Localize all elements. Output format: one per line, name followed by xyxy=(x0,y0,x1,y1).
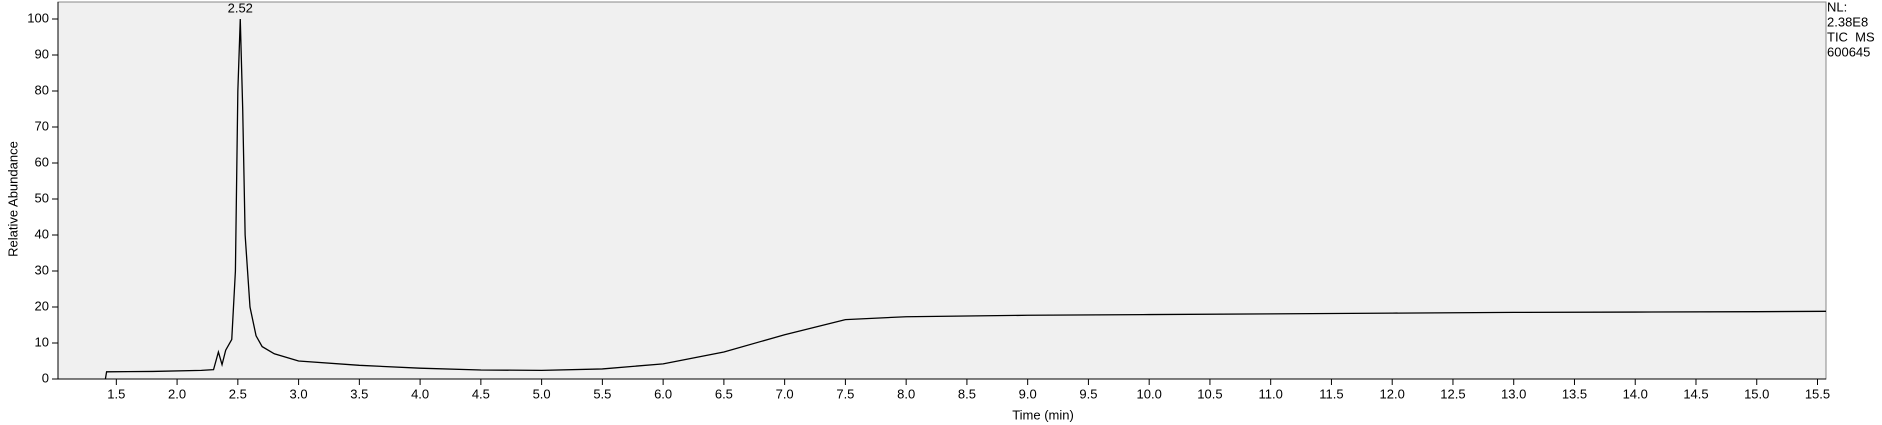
y-tick-label: 70 xyxy=(35,118,49,133)
x-tick-label: 5.0 xyxy=(533,386,551,401)
x-tick-label: 12.0 xyxy=(1380,386,1405,401)
x-tick-label: 8.5 xyxy=(958,386,976,401)
x-tick-label: 14.5 xyxy=(1683,386,1708,401)
side-label: 2.38E8 xyxy=(1827,14,1868,29)
x-tick-label: 3.0 xyxy=(290,386,308,401)
x-tick-label: 9.5 xyxy=(1079,386,1097,401)
y-tick-label: 100 xyxy=(27,10,49,25)
x-tick-label: 11.0 xyxy=(1259,386,1283,401)
x-tick-label: 10.0 xyxy=(1137,386,1162,401)
x-tick-label: 8.0 xyxy=(897,386,915,401)
side-label: 600645 xyxy=(1827,44,1870,59)
peak-label: 2.52 xyxy=(228,0,253,15)
x-tick-label: 2.0 xyxy=(168,386,186,401)
x-tick-label: 13.0 xyxy=(1501,386,1526,401)
x-tick-label: 9.0 xyxy=(1019,386,1037,401)
y-tick-label: 50 xyxy=(35,190,49,205)
x-tick-label: 4.5 xyxy=(472,386,490,401)
x-tick-label: 1.5 xyxy=(107,386,125,401)
x-tick-label: 2.5 xyxy=(229,386,247,401)
x-tick-label: 12.5 xyxy=(1440,386,1465,401)
x-tick-label: 4.0 xyxy=(411,386,429,401)
y-tick-label: 40 xyxy=(35,226,49,241)
y-tick-label: 10 xyxy=(35,334,49,349)
x-tick-label: 14.0 xyxy=(1623,386,1648,401)
y-tick-label: 20 xyxy=(35,298,49,313)
side-label: TIC MS xyxy=(1827,29,1875,44)
trace xyxy=(104,18,1827,380)
y-axis-label: Relative Abundance xyxy=(5,141,20,257)
x-tick-label: 3.5 xyxy=(350,386,368,401)
x-tick-label: 13.5 xyxy=(1562,386,1587,401)
x-tick-label: 6.0 xyxy=(654,386,672,401)
x-tick-label: 5.5 xyxy=(593,386,611,401)
plot-area xyxy=(57,1,1827,380)
y-tick-label: 0 xyxy=(42,370,49,385)
x-tick-label: 11.5 xyxy=(1319,386,1343,401)
y-tick-label: 60 xyxy=(35,154,49,169)
side-label: NL: xyxy=(1827,0,1847,14)
x-tick-label: 15.0 xyxy=(1744,386,1769,401)
x-tick-label: 7.0 xyxy=(776,386,794,401)
y-tick-label: 30 xyxy=(35,262,49,277)
y-tick-label: 90 xyxy=(35,46,49,61)
x-tick-label: 10.5 xyxy=(1197,386,1222,401)
x-tick-label: 7.5 xyxy=(836,386,854,401)
x-tick-label: 15.5 xyxy=(1805,386,1830,401)
x-tick-label: 6.5 xyxy=(715,386,733,401)
x-axis-label: Time (min) xyxy=(1012,407,1074,422)
y-tick-label: 80 xyxy=(35,82,49,97)
